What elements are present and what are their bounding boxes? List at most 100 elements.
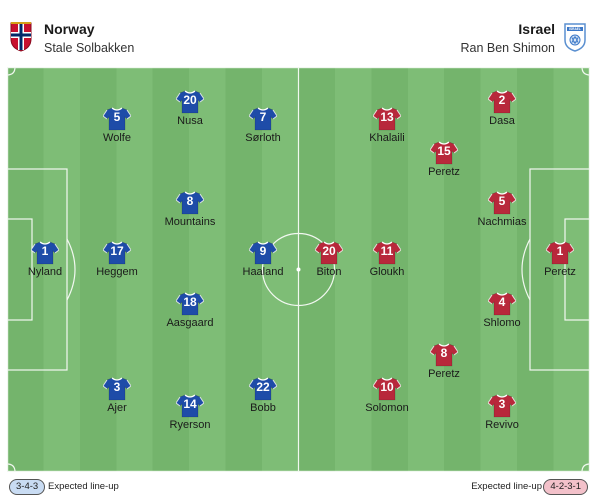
player-name: Heggem bbox=[96, 266, 138, 278]
home-player[interactable]: 8 Mountains bbox=[145, 191, 235, 229]
player-name: Bobb bbox=[250, 402, 276, 414]
player-name: Dasa bbox=[489, 115, 515, 127]
jersey-icon: 18 bbox=[176, 292, 204, 316]
player-number: 5 bbox=[498, 194, 506, 208]
jersey-icon: 8 bbox=[430, 343, 458, 367]
player-name: Nachmias bbox=[477, 216, 527, 228]
player-name: Revivo bbox=[485, 419, 519, 431]
jersey-icon: 22 bbox=[249, 377, 277, 401]
jersey-icon: 10 bbox=[373, 377, 401, 401]
away-player[interactable]: 20 Biton bbox=[284, 241, 374, 279]
away-player[interactable]: 10 Solomon bbox=[342, 377, 432, 415]
player-name: Peretz bbox=[428, 166, 460, 178]
home-player[interactable]: 22 Bobb bbox=[218, 377, 308, 415]
player-name: Shlomo bbox=[483, 317, 521, 329]
away-player[interactable]: 8 Peretz bbox=[399, 343, 489, 381]
away-player[interactable]: 1 Peretz bbox=[515, 241, 590, 279]
jersey-icon: 1 bbox=[31, 241, 59, 265]
jersey-icon: 20 bbox=[176, 90, 204, 114]
player-name: Peretz bbox=[428, 368, 460, 380]
home-player[interactable]: 5 Wolfe bbox=[72, 107, 162, 145]
player-number: 7 bbox=[259, 110, 267, 124]
pitch-markings bbox=[7, 67, 590, 472]
player-number: 17 bbox=[110, 244, 124, 258]
jersey-icon: 17 bbox=[103, 241, 131, 265]
player-number: 4 bbox=[498, 295, 506, 309]
home-player[interactable]: 7 Sørloth bbox=[218, 107, 308, 145]
away-coach-name: Ran Ben Shimon bbox=[460, 41, 555, 55]
player-number: 9 bbox=[259, 244, 267, 258]
player-number: 22 bbox=[256, 380, 270, 394]
player-number: 15 bbox=[437, 144, 451, 158]
home-player[interactable]: 20 Nusa bbox=[145, 90, 235, 128]
jersey-icon: 9 bbox=[249, 241, 277, 265]
footer: 3-4-3 Expected line-up Expected line-up … bbox=[0, 476, 597, 499]
jersey-icon: 3 bbox=[488, 394, 516, 418]
player-number: 20 bbox=[183, 93, 197, 107]
player-name: Mountains bbox=[164, 216, 216, 228]
home-lineup-label: Expected line-up bbox=[48, 481, 119, 492]
jersey-icon: 3 bbox=[103, 377, 131, 401]
away-lineup-label: Expected line-up bbox=[471, 481, 542, 492]
home-player[interactable]: 9 Haaland bbox=[218, 241, 308, 279]
away-player[interactable]: 11 Gloukh bbox=[342, 241, 432, 279]
home-player[interactable]: 1 Nyland bbox=[7, 241, 90, 279]
player-number: 5 bbox=[113, 110, 121, 124]
jersey-icon: 5 bbox=[103, 107, 131, 131]
match-header: Norway Stale Solbakken Israel Ran Ben Sh… bbox=[0, 0, 597, 66]
player-number: 10 bbox=[380, 380, 394, 394]
football-pitch: 1 Nyland 17 Heggem 5 Wolfe 3 Ajer 20 Nusa 8 Mountai… bbox=[7, 67, 590, 472]
jersey-icon: 14 bbox=[176, 394, 204, 418]
player-name: Solomon bbox=[365, 402, 409, 414]
player-number: 3 bbox=[498, 397, 506, 411]
player-name: Wolfe bbox=[103, 132, 131, 144]
away-player[interactable]: 3 Revivo bbox=[457, 394, 547, 432]
player-name: Nyland bbox=[27, 266, 63, 278]
player-name: Ryerson bbox=[169, 419, 211, 431]
player-number: 8 bbox=[186, 194, 194, 208]
jersey-icon: 4 bbox=[488, 292, 516, 316]
player-number: 20 bbox=[322, 244, 336, 258]
player-number: 1 bbox=[41, 244, 49, 258]
jersey-icon: 2 bbox=[488, 90, 516, 114]
player-number: 8 bbox=[440, 346, 448, 360]
player-name: Ajer bbox=[107, 402, 127, 414]
jersey-icon: 13 bbox=[373, 107, 401, 131]
away-player[interactable]: 5 Nachmias bbox=[457, 191, 547, 229]
player-number: 14 bbox=[183, 397, 197, 411]
home-player[interactable]: 14 Ryerson bbox=[145, 394, 235, 432]
jersey-icon: 15 bbox=[430, 141, 458, 165]
jersey-icon: 8 bbox=[176, 191, 204, 215]
home-coach-name: Stale Solbakken bbox=[44, 41, 135, 55]
jersey-icon: 20 bbox=[315, 241, 343, 265]
home-team-name[interactable]: Norway bbox=[44, 21, 95, 37]
home-player[interactable]: 17 Heggem bbox=[72, 241, 162, 279]
home-formation-badge: 3-4-3 bbox=[9, 479, 46, 495]
player-name: Biton bbox=[316, 266, 342, 278]
player-name: Aasgaard bbox=[166, 317, 214, 329]
away-team-name[interactable]: Israel bbox=[518, 21, 555, 37]
israel-crest-text: ISRAEL bbox=[569, 27, 581, 31]
player-number: 18 bbox=[183, 295, 197, 309]
away-player[interactable]: 2 Dasa bbox=[457, 90, 547, 128]
jersey-icon: 5 bbox=[488, 191, 516, 215]
player-name: Peretz bbox=[544, 266, 576, 278]
player-name: Haaland bbox=[242, 266, 284, 278]
player-name: Nusa bbox=[177, 115, 203, 127]
jersey-icon: 11 bbox=[373, 241, 401, 265]
player-number: 11 bbox=[380, 244, 394, 258]
jersey-icon: 7 bbox=[249, 107, 277, 131]
away-player[interactable]: 4 Shlomo bbox=[457, 292, 547, 330]
home-player[interactable]: 3 Ajer bbox=[72, 377, 162, 415]
away-player[interactable]: 15 Peretz bbox=[399, 141, 489, 179]
player-number: 13 bbox=[380, 110, 394, 124]
player-name: Sørloth bbox=[245, 132, 281, 144]
player-name: Gloukh bbox=[369, 266, 405, 278]
player-number: 1 bbox=[556, 244, 564, 258]
home-player[interactable]: 18 Aasgaard bbox=[145, 292, 235, 330]
norway-crest-icon[interactable] bbox=[9, 22, 33, 52]
away-player[interactable]: 13 Khalaili bbox=[342, 107, 432, 145]
israel-crest-icon[interactable]: ISRAEL bbox=[563, 22, 587, 52]
player-number: 3 bbox=[113, 380, 121, 394]
away-formation-badge: 4-2-3-1 bbox=[543, 479, 588, 495]
